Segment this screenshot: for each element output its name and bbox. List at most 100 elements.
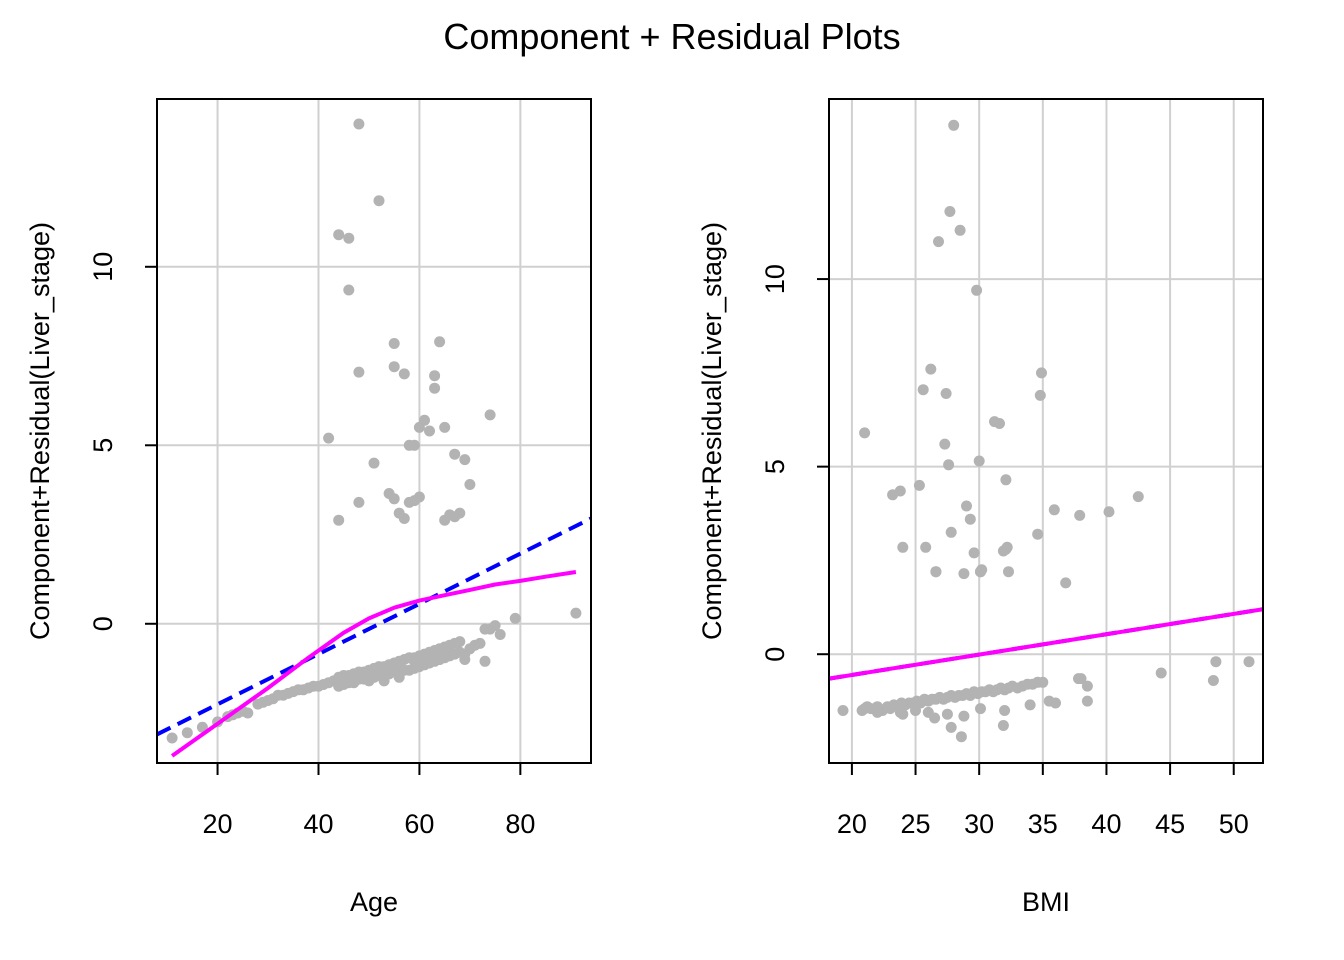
bmi-data-point <box>999 705 1011 716</box>
age-data-point <box>408 439 420 451</box>
age-data-point <box>393 671 405 683</box>
bmi-data-point <box>1034 389 1046 401</box>
bmi-data-point <box>837 705 849 716</box>
age-data-point <box>368 457 380 469</box>
bmi-data-point <box>1155 667 1167 679</box>
age-data-point <box>388 493 400 505</box>
bmi-data-point <box>929 712 941 724</box>
age-linear-fit-line <box>157 516 591 737</box>
age-data-point <box>464 479 476 490</box>
bmi-data-point <box>955 731 967 743</box>
bmi-x-axis-label: BMI <box>1022 887 1070 917</box>
age-x-tick-label: 60 <box>404 809 434 839</box>
age-data-point <box>408 655 420 667</box>
bmi-data-point <box>1003 566 1014 578</box>
age-data-point <box>479 655 491 667</box>
age-data-point <box>196 721 208 733</box>
bmi-data-point <box>897 541 909 553</box>
age-data-point <box>459 454 471 466</box>
bmi-data-point <box>948 119 960 131</box>
age-data-point <box>373 195 385 207</box>
age-data-point <box>484 409 496 421</box>
bmi-data-point <box>1024 699 1036 711</box>
bmi-data-point <box>1075 673 1087 685</box>
age-y-tick-label: 5 <box>88 438 118 453</box>
bmi-data-point <box>859 427 871 439</box>
age-data-point <box>343 284 355 296</box>
bmi-points <box>837 119 1255 743</box>
age-data-point <box>449 511 461 523</box>
age-data-point <box>509 612 521 624</box>
age-data-point <box>363 675 375 687</box>
bmi-data-point <box>1000 474 1012 486</box>
age-x-tick-label: 40 <box>303 809 333 839</box>
bmi-data-point <box>941 708 953 720</box>
bmi-data-point <box>917 384 929 396</box>
bmi-data-point <box>940 388 952 399</box>
bmi-data-point <box>943 459 955 471</box>
bmi-data-point <box>1036 367 1047 379</box>
bmi-data-point <box>1081 695 1093 707</box>
age-data-point <box>348 677 360 689</box>
age-data-point <box>570 607 582 619</box>
bmi-panel: 20 25 30 35 40 45 50 0 5 10 BMI Component+Residua… <box>697 98 1264 917</box>
age-data-point <box>388 361 400 373</box>
bmi-data-point <box>945 721 957 733</box>
bmi-data-point <box>894 485 906 497</box>
age-data-point <box>398 368 410 380</box>
bmi-y-tick-label: 5 <box>760 459 790 474</box>
bmi-data-point <box>930 566 942 578</box>
bmi-data-point <box>975 703 986 715</box>
age-data-point <box>353 118 365 130</box>
bmi-data-point <box>871 706 883 718</box>
bmi-data-point <box>944 206 956 217</box>
age-data-point <box>449 448 461 460</box>
bmi-data-point <box>994 418 1005 429</box>
age-data-point <box>333 514 345 526</box>
figure-title: Component + Residual Plots <box>443 16 900 57</box>
age-data-point <box>439 421 451 433</box>
bmi-data-point <box>961 500 972 512</box>
bmi-x-tick-label: 25 <box>901 809 931 839</box>
age-data-point <box>474 637 486 649</box>
age-data-point <box>419 414 430 426</box>
age-data-point <box>388 338 400 349</box>
bmi-smooth-fit-line <box>829 607 1263 681</box>
bmi-grid <box>829 99 1263 763</box>
bmi-x-tick-label: 20 <box>837 809 867 839</box>
bmi-data-point <box>997 720 1009 731</box>
bmi-fit-lines <box>829 607 1263 681</box>
age-fit-lines <box>157 516 591 758</box>
bmi-data-point <box>975 566 986 578</box>
bmi-data-point <box>913 479 925 491</box>
age-data-point <box>353 496 365 508</box>
age-data-point <box>413 491 425 503</box>
age-data-point <box>454 636 466 648</box>
bmi-data-point <box>1207 675 1219 686</box>
bmi-data-point <box>1074 509 1086 521</box>
bmi-ticks: 20 25 30 35 40 45 50 0 5 10 <box>760 98 1264 839</box>
age-data-point <box>434 654 446 665</box>
age-data-point <box>323 432 335 444</box>
bmi-data-point <box>910 705 921 716</box>
bmi-data-point <box>1103 506 1115 518</box>
age-y-tick-label: 10 <box>88 252 118 282</box>
age-data-point <box>494 629 506 640</box>
bmi-data-point <box>971 284 983 296</box>
bmi-x-tick-label: 50 <box>1219 809 1249 839</box>
bmi-y-tick-label: 0 <box>760 647 790 662</box>
age-data-point <box>424 425 435 437</box>
age-data-point <box>333 229 345 241</box>
age-data-point <box>343 232 355 244</box>
bmi-data-point <box>920 541 932 553</box>
bmi-x-tick-label: 35 <box>1028 809 1058 839</box>
age-data-point <box>378 675 390 687</box>
bmi-data-point <box>1032 528 1044 540</box>
bmi-data-point <box>1081 680 1093 692</box>
bmi-y-tick-label: 10 <box>760 264 790 294</box>
age-points <box>166 118 582 744</box>
age-y-tick-label: 0 <box>88 616 118 631</box>
bmi-data-point <box>954 224 966 236</box>
bmi-data-point <box>939 438 951 450</box>
